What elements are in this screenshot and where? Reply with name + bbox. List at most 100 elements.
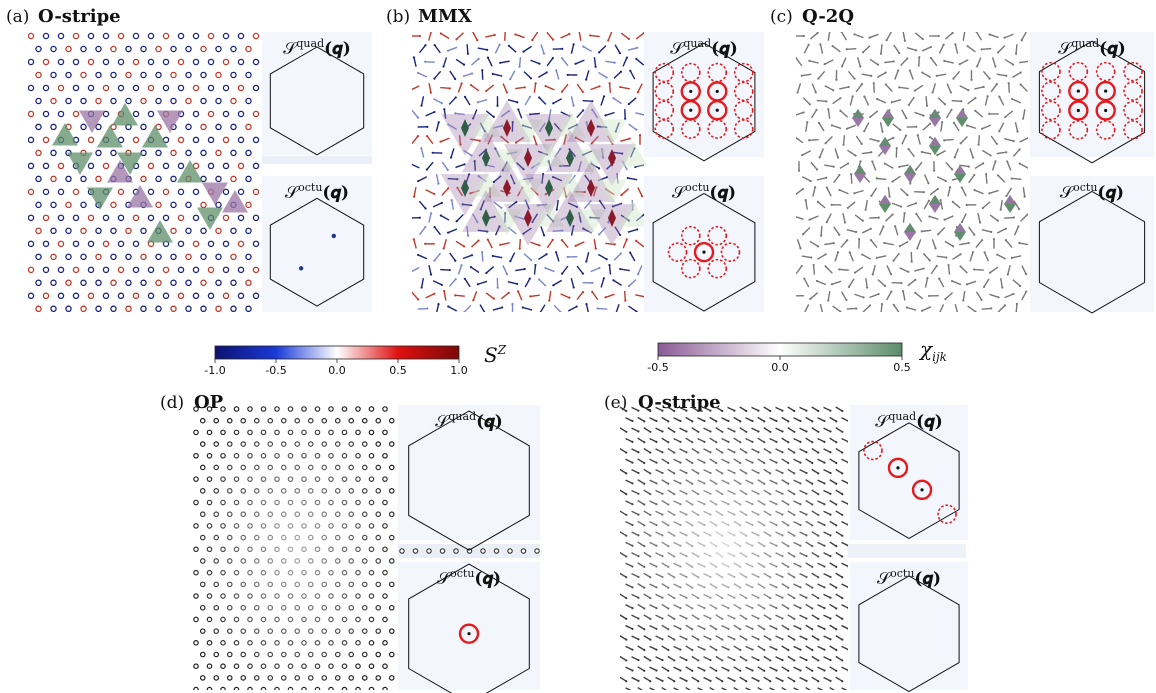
- panel-d-site: [213, 581, 220, 588]
- panel-e-spin-arrow: [709, 416, 717, 422]
- panel-d-site: [375, 511, 382, 518]
- panel-c-arrow-head: [928, 259, 931, 262]
- panel-e-arrow-head: [841, 680, 844, 683]
- panel-e-quad-peak-center: [896, 466, 900, 470]
- panel-e-arrow-head: [751, 565, 754, 568]
- panel-e-spin-arrow: [751, 510, 759, 516]
- panel-d-site: [240, 651, 247, 658]
- panel-e-arrow-head: [721, 430, 724, 433]
- colorbar-sz-tick-label: 0.5: [389, 364, 407, 377]
- panel-b-arrow-head: [552, 284, 555, 287]
- panel-d-site: [388, 651, 395, 658]
- panel-e-spin-arrow: [775, 635, 783, 640]
- panel-b-arrow-head: [619, 252, 622, 255]
- panel-c-arrow-head: [1006, 273, 1009, 276]
- panel-b-arrow-head: [545, 153, 549, 156]
- panel-b-arrow-head: [507, 226, 510, 229]
- panel-a-site: [237, 188, 245, 196]
- panel-e-spin-arrow: [799, 469, 807, 474]
- panel-b-spin-arrow: [613, 71, 622, 79]
- panel-e-spin-arrow: [811, 531, 819, 537]
- panel-e-spin-arrow: [673, 458, 681, 464]
- panel-e-arrow-head: [649, 638, 652, 641]
- panel-b-arrow-head: [544, 193, 547, 196]
- panel-b-arrow-head: [607, 221, 610, 224]
- panel-c-spin-arrow: [936, 73, 947, 77]
- panel-b-spin-arrow: [628, 279, 637, 287]
- panel-e-spin-arrow: [751, 593, 759, 599]
- panel-e-arrow-head: [763, 461, 766, 465]
- panel-e-arrow-head: [643, 482, 646, 485]
- panel-b-spin-arrow: [628, 97, 637, 105]
- panel-e-spin-arrow: [763, 551, 771, 558]
- panel-e-spin-arrow: [823, 531, 831, 537]
- panel-e-quad-peak-center: [920, 488, 924, 492]
- panel-e-spin-arrow: [709, 686, 716, 690]
- panel-e-arrow-head: [841, 430, 844, 433]
- panel-b-arrow-head: [619, 267, 622, 271]
- panel-e-arrow-head: [775, 690, 777, 692]
- panel-c-arrow-head: [846, 206, 849, 210]
- panel-e-octu-label: 𝒮octu(𝒒): [877, 567, 941, 589]
- panel-a-site: [132, 84, 140, 92]
- panel-e-spin-arrow: [625, 645, 633, 651]
- panel-c-spin-arrow: [809, 32, 819, 40]
- panel-c-spin-arrow: [938, 44, 945, 54]
- panel-e-arrow-head: [637, 638, 640, 641]
- panel-c-spin-arrow: [997, 174, 1006, 183]
- panel-b-arrow-head: [536, 204, 539, 207]
- panel-e-arrow-head: [649, 409, 652, 413]
- panel-e-spin-arrow: [661, 603, 669, 610]
- panel-b-arrow-head: [447, 187, 450, 190]
- panel-a-site: [117, 188, 125, 196]
- panel-c-octu-label: 𝒮octu(𝒒): [1060, 181, 1124, 203]
- panel-c-arrow-head: [796, 56, 798, 60]
- panel-e-spin-arrow: [745, 541, 753, 547]
- panel-a-site: [28, 240, 35, 248]
- panel-e-spin-arrow: [673, 500, 681, 505]
- panel-b-arrow-head: [596, 307, 599, 310]
- panel-e-arrow-head: [715, 441, 718, 444]
- panel-e-spin-arrow: [805, 686, 812, 690]
- panel-c-spin-arrow: [944, 292, 954, 300]
- panel-d-site: [267, 441, 274, 447]
- panel-b-spin-arrow: [635, 164, 644, 168]
- panel-c-spin-arrow: [939, 200, 944, 210]
- panel-b-spin-arrow: [541, 174, 544, 184]
- panel-a-site: [35, 227, 42, 235]
- panel-b-arrow-head: [470, 154, 473, 157]
- panel-b-arrow-head: [572, 286, 575, 289]
- panel-e-spin-arrow: [691, 676, 699, 682]
- panel-d-site: [280, 488, 287, 494]
- panel-e-spin-arrow: [781, 520, 789, 526]
- panel-b-arrow-head: [426, 125, 429, 128]
- panel-c-spin-arrow: [832, 97, 841, 105]
- panel-b-spin-arrow: [605, 188, 615, 196]
- panel-d-site: [267, 675, 274, 681]
- panel-e-spin-arrow: [823, 593, 831, 599]
- panel-c-spin-arrow: [825, 265, 833, 274]
- panel-b-arrow-head: [604, 114, 607, 117]
- panel-d-site: [321, 441, 328, 447]
- panel-e-arrow-head: [787, 565, 790, 568]
- panel-a-chirality-triangle: [97, 124, 123, 148]
- panel-e-octu-background: [850, 562, 968, 690]
- panel-e-spin-arrow: [763, 468, 771, 474]
- panel-a-site: [87, 266, 95, 274]
- panel-d-site: [213, 417, 220, 424]
- panel-b-arrow-head: [467, 173, 471, 176]
- panel-a-chirality-overlay: [52, 102, 248, 243]
- panel-a-site: [230, 123, 237, 131]
- panel-b-spin-arrow: [492, 125, 503, 129]
- panel-c-arrow-head: [1010, 256, 1013, 260]
- panel-c-arrow-head: [995, 83, 998, 86]
- panel-c-spin-arrow: [996, 254, 1007, 260]
- panel-a-site: [185, 227, 192, 235]
- panel-e-arrow-head: [775, 607, 778, 610]
- panel-d-site: [375, 604, 382, 611]
- panel-c-spin-arrow: [861, 228, 872, 234]
- panel-c-quad-peak-dashed: [1123, 81, 1143, 101]
- panel-d-quad-hexagon: [408, 410, 530, 551]
- panel-b-spin-arrow: [601, 148, 604, 158]
- panel-e-divider: [848, 544, 966, 558]
